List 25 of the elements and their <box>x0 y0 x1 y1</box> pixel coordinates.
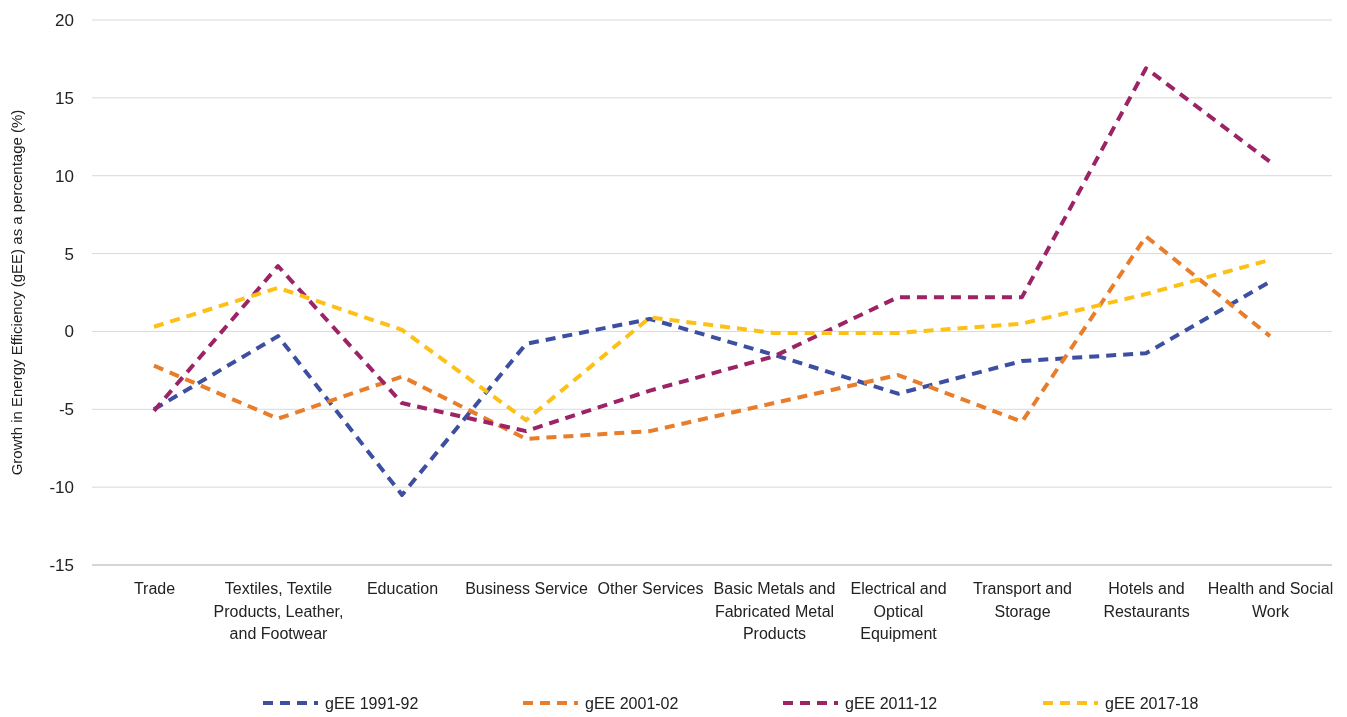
x-tick-label: Education <box>366 580 439 598</box>
x-tick-label: Business Service <box>465 580 588 598</box>
x-tick-label: Other Services <box>597 580 704 598</box>
x-tick-label: Trade <box>133 580 176 598</box>
line-series <box>152 66 1272 434</box>
legend-label: gEE 1991-92 <box>325 695 419 712</box>
legend-label: gEE 2017-18 <box>1105 695 1199 712</box>
y-axis-title: Growth in Energy Efficiency (gEE) as a percentage (%) <box>8 109 25 476</box>
x-tick-label: Basic Metals and Fabricated Metal Products <box>713 580 836 643</box>
x-tick-label: Transport and Storage <box>972 580 1073 620</box>
legend-label: gEE 2001-02 <box>585 695 679 712</box>
y-tick-label: -5 <box>58 400 74 420</box>
y-tick-label: 10 <box>55 166 74 186</box>
y-tick-label: -10 <box>49 478 74 498</box>
line-series <box>152 234 1272 441</box>
y-tick-label: -15 <box>49 555 74 575</box>
x-tick-label: Health and Social Work <box>1207 580 1334 620</box>
legend-label: gEE 2011-12 <box>845 695 938 712</box>
y-tick-label: 20 <box>55 10 74 30</box>
x-tick-label: Electrical and Optical Equipment <box>850 580 947 643</box>
x-tick-label: Hotels and Restaurants <box>1103 580 1190 620</box>
y-tick-label: 5 <box>64 244 74 264</box>
x-tick-label: Textiles, Textile Products, Leather, and Footwear <box>213 580 344 643</box>
y-tick-label: 0 <box>64 322 74 342</box>
y-tick-label: 15 <box>55 88 74 108</box>
